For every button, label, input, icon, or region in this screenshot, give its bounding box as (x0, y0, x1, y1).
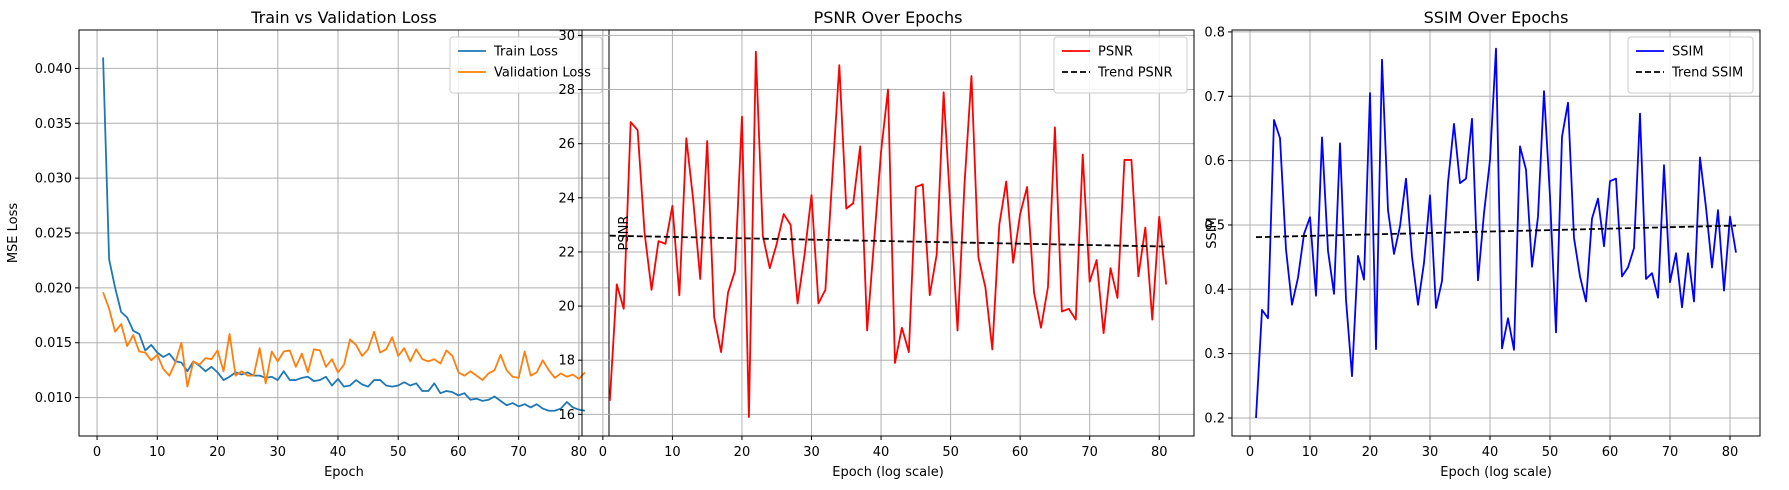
y-tick-label: 0.030 (35, 172, 72, 187)
y-tick-label: 0.4 (1204, 283, 1225, 298)
x-tick-label: 50 (942, 445, 959, 460)
y-axis-label: PSNR (617, 216, 632, 251)
y-tick-label: 26 (558, 137, 575, 152)
chart-panel-3: 0 10 20 30 40 50 60 70 80 0.2 0.3 0.4 0.5 0.6 0.7 0.8 SS… (1204, 8, 1761, 480)
chart-title: PSNR Over Epochs (814, 8, 963, 27)
x-tick-label: 0 (599, 445, 607, 460)
x-tick-label: 30 (803, 445, 820, 460)
y-tick-label: 0.015 (35, 336, 72, 351)
x-tick-label: 20 (1362, 445, 1379, 460)
axes-frame (581, 29, 1195, 437)
x-tick-label: 40 (1482, 445, 1499, 460)
y-tick-label: 0.020 (35, 281, 72, 296)
series-line-trend-ssim (1255, 224, 1737, 239)
y-tick-label: 0.5 (1204, 218, 1225, 233)
x-tick-label: 30 (1422, 445, 1439, 460)
chart-panel-1: 0 10 20 30 40 50 60 70 80 0.010 0.015 0.020 0.025 0.0… (6, 8, 610, 480)
legend-label-ssim: SSIM (1672, 45, 1704, 60)
chart-panel-2: 0 10 20 30 40 50 60 70 80 16 18 20 22 24 26 28 30 PSNR Ov… (558, 8, 1195, 480)
series-group (102, 57, 586, 412)
series-group (1255, 47, 1737, 419)
x-tick-label: 0 (93, 445, 101, 460)
y-tick-label: 0.8 (1204, 25, 1225, 40)
y-tick-label: 24 (558, 191, 575, 206)
y-tick-label: 16 (558, 408, 575, 423)
x-tick-label: 0 (1246, 445, 1254, 460)
series-line-psnr (608, 50, 1168, 418)
y-tick-label: 0.025 (35, 227, 72, 242)
chart-title: SSIM Over Epochs (1424, 8, 1569, 27)
x-tick-label: 80 (571, 445, 588, 460)
x-tick-label: 70 (1662, 445, 1679, 460)
legend: PSNR Trend PSNR (1053, 36, 1188, 94)
x-tick-label: 20 (209, 445, 226, 460)
y-tick-label: 0.010 (35, 391, 72, 406)
x-axis-label: Epoch (324, 465, 364, 480)
legend-box (449, 36, 603, 94)
chart-title: Train vs Validation Loss (250, 8, 437, 27)
legend-label-train-loss: Train Loss (493, 45, 558, 60)
y-axis-label: SSIM (1205, 217, 1220, 249)
legend-label-trend-ssim: Trend SSIM (1671, 66, 1743, 81)
y-tick-label: 20 (558, 300, 575, 315)
x-tick-label: 80 (1722, 445, 1739, 460)
x-tick-label: 60 (450, 445, 467, 460)
x-tick-label: 80 (1151, 445, 1168, 460)
x-tick-label: 40 (873, 445, 890, 460)
y-tick-label: 0.3 (1204, 347, 1225, 362)
x-tick-label: 10 (1302, 445, 1319, 460)
x-tick-label: 10 (664, 445, 681, 460)
grid (1232, 30, 1760, 436)
y-tick-label: 0.6 (1204, 154, 1225, 169)
y-tick-label: 28 (558, 83, 575, 98)
y-axis-label: MSE Loss (6, 203, 21, 264)
x-tick-label: 50 (1542, 445, 1559, 460)
x-tick-label: 10 (149, 445, 166, 460)
y-tick-label: 30 (558, 29, 575, 44)
y-tick-label: 22 (558, 245, 575, 260)
grid (582, 30, 1194, 436)
legend: Train Loss Validation Loss (449, 36, 603, 94)
x-tick-label: 50 (390, 445, 407, 460)
x-axis-label: Epoch (log scale) (832, 465, 944, 480)
x-tick-label: 70 (1081, 445, 1098, 460)
series-group (608, 50, 1168, 418)
x-tick-label: 40 (330, 445, 347, 460)
legend-label-psnr: PSNR (1098, 45, 1133, 60)
x-tick-label: 30 (269, 445, 286, 460)
series-line-ssim (1255, 47, 1737, 419)
y-tick-label: 0.035 (35, 117, 72, 132)
y-tick-label: 18 (558, 354, 575, 369)
series-line-validation-loss (102, 291, 586, 388)
y-tick-label: 0.2 (1204, 411, 1225, 426)
series-line-train-loss (102, 57, 586, 412)
legend: SSIM Trend SSIM (1627, 36, 1754, 94)
legend-label-trend-psnr: Trend PSNR (1097, 66, 1173, 81)
grid (79, 30, 609, 436)
x-axis-label: Epoch (log scale) (1440, 465, 1552, 480)
series-line-trend-psnr (609, 234, 1167, 248)
y-tick-label: 0.040 (35, 62, 72, 77)
legend-label-validation-loss: Validation Loss (494, 66, 591, 81)
x-tick-label: 70 (510, 445, 527, 460)
axes-frame (1231, 29, 1761, 437)
x-tick-label: 60 (1012, 445, 1029, 460)
x-tick-label: 60 (1602, 445, 1619, 460)
x-tick-label: 20 (734, 445, 751, 460)
y-tick-label: 0.7 (1204, 90, 1225, 105)
